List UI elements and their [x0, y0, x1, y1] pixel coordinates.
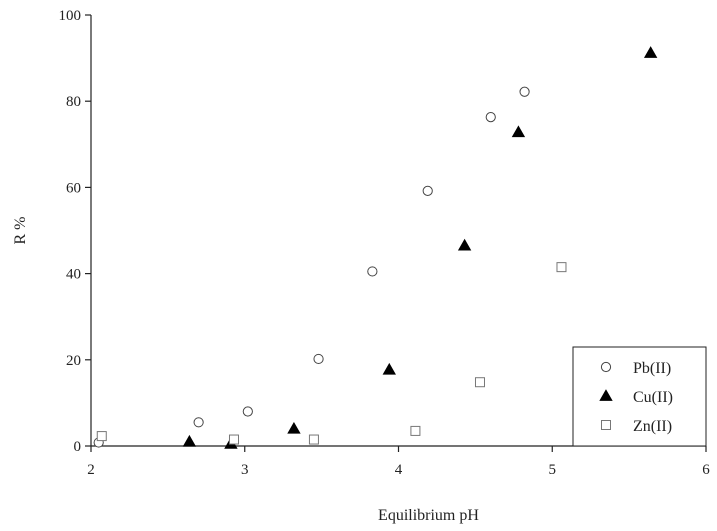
data-point-cuii [382, 362, 396, 375]
x-axis-title: Equilibrium pH [378, 507, 479, 524]
x-tick-label: 4 [395, 462, 403, 478]
y-tick-label: 0 [74, 439, 82, 455]
data-point-znii [474, 377, 485, 388]
x-tick-label: 6 [702, 462, 710, 478]
data-point-cuii [511, 125, 526, 138]
y-ticks: 0 20 40 60 80 100 [59, 8, 91, 455]
y-tick-label: 60 [66, 180, 81, 196]
data-point-pbii [485, 112, 496, 123]
data-point-pbii [422, 185, 433, 196]
data-point-cuii [457, 238, 472, 251]
data-point-cuii [287, 421, 301, 434]
y-axis-title: R % [12, 217, 29, 245]
x-ticks: 2 3 4 5 6 [87, 446, 710, 478]
x-tick-label: 5 [549, 462, 557, 478]
data-point-pbii [367, 266, 378, 277]
legend-label-pbii: Pb(II) [633, 360, 671, 377]
data-point-znii [308, 434, 319, 445]
legend-label-cuii: Cu(II) [633, 389, 673, 406]
data-point-pbii [519, 86, 530, 97]
legend-marker-znii [601, 420, 611, 430]
data-point-cuii [182, 434, 197, 447]
x-tick-label: 3 [241, 462, 249, 478]
data-points [93, 46, 658, 449]
data-point-znii [556, 262, 567, 273]
data-point-pbii [242, 406, 253, 417]
legend-marker-pbii [600, 361, 612, 373]
data-point-pbii [313, 353, 324, 365]
legend-items: Pb(II) Cu(II) Zn(II) [599, 360, 673, 435]
data-point-znii [228, 434, 239, 445]
data-point-cuii [643, 46, 658, 58]
y-tick-label: 40 [66, 267, 81, 283]
y-tick-label: 80 [66, 94, 81, 110]
legend-label-znii: Zn(II) [633, 418, 672, 435]
legend-box [572, 346, 707, 447]
legend-marker-cuii [599, 389, 613, 401]
data-point-znii [410, 425, 421, 436]
y-tick-label: 100 [59, 8, 82, 24]
data-point-znii [96, 431, 107, 442]
data-point-pbii [193, 417, 204, 428]
legend: Pb(II) Cu(II) Zn(II) [572, 346, 707, 447]
y-tick-label: 20 [66, 353, 81, 369]
x-tick-label: 2 [87, 462, 95, 478]
